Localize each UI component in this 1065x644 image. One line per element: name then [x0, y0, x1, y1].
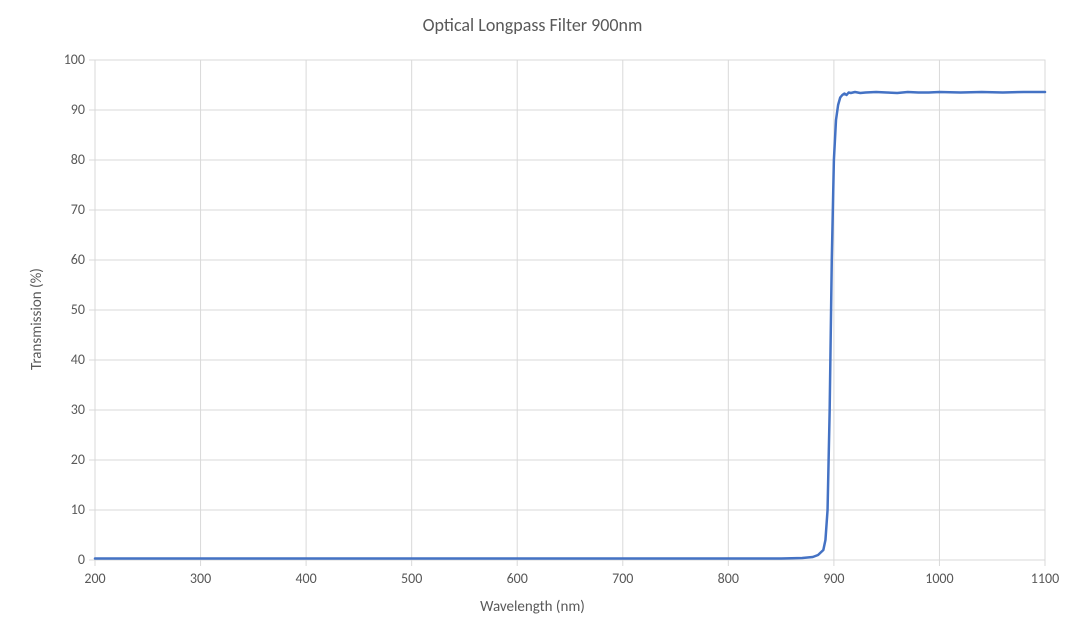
x-tick-label: 400: [286, 570, 326, 587]
chart-title: Optical Longpass Filter 900nm: [0, 14, 1065, 36]
x-tick-label: 500: [392, 570, 432, 587]
y-tick-label: 20: [71, 451, 85, 468]
x-tick-label: 200: [75, 570, 115, 587]
y-tick-label: 90: [71, 101, 85, 118]
chart-container: Optical Longpass Filter 900nm Transmissi…: [0, 0, 1065, 644]
y-axis-label: Transmission (%): [28, 268, 46, 370]
x-tick-label: 800: [708, 570, 748, 587]
y-tick-label: 10: [71, 501, 85, 518]
x-axis-label: Wavelength (nm): [0, 598, 1065, 616]
y-tick-label: 30: [71, 401, 85, 418]
y-tick-label: 100: [64, 51, 85, 68]
y-tick-label: 70: [71, 201, 85, 218]
line-chart: [0, 0, 1065, 644]
x-tick-label: 1000: [919, 570, 959, 587]
y-tick-label: 40: [71, 351, 85, 368]
x-tick-label: 700: [603, 570, 643, 587]
x-tick-label: 300: [181, 570, 221, 587]
x-tick-label: 900: [814, 570, 854, 587]
y-tick-label: 0: [78, 551, 85, 568]
y-tick-label: 50: [71, 301, 85, 318]
x-tick-label: 1100: [1025, 570, 1065, 587]
y-tick-label: 60: [71, 251, 85, 268]
y-tick-label: 80: [71, 151, 85, 168]
x-tick-label: 600: [497, 570, 537, 587]
